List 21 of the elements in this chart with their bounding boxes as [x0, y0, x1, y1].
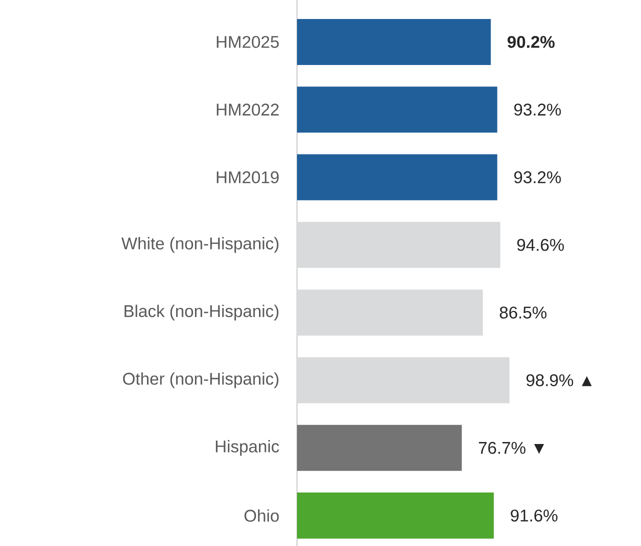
data-label: 90.2%: [508, 36, 555, 48]
data-label: 76.7% ▼: [478, 442, 544, 454]
bar: [297, 424, 462, 471]
bar: [297, 18, 491, 65]
y-tick-label: HM2019: [216, 171, 279, 184]
bar: [297, 86, 498, 133]
bar: [297, 154, 498, 200]
data-label: 91.6%: [510, 510, 558, 522]
y-tick-label: Other (non-Hispanic): [123, 372, 278, 388]
y-tick-label: White (non-Hispanic): [121, 237, 278, 253]
y-tick-label: Hispanic: [216, 440, 280, 456]
data-label: 93.2%: [514, 171, 561, 184]
data-label: 94.6%: [517, 238, 564, 251]
data-label: 93.2%: [514, 104, 561, 116]
bar: [297, 492, 494, 539]
y-tick-label: Black (non-Hispanic): [124, 304, 278, 320]
data-label: 98.9% ▲: [526, 374, 592, 386]
y-tick-label: HM2022: [216, 104, 279, 116]
y-tick-label: Ohio: [244, 509, 279, 522]
y-tick-label: HM2025: [216, 36, 279, 48]
data-label: 86.5%: [500, 306, 546, 319]
